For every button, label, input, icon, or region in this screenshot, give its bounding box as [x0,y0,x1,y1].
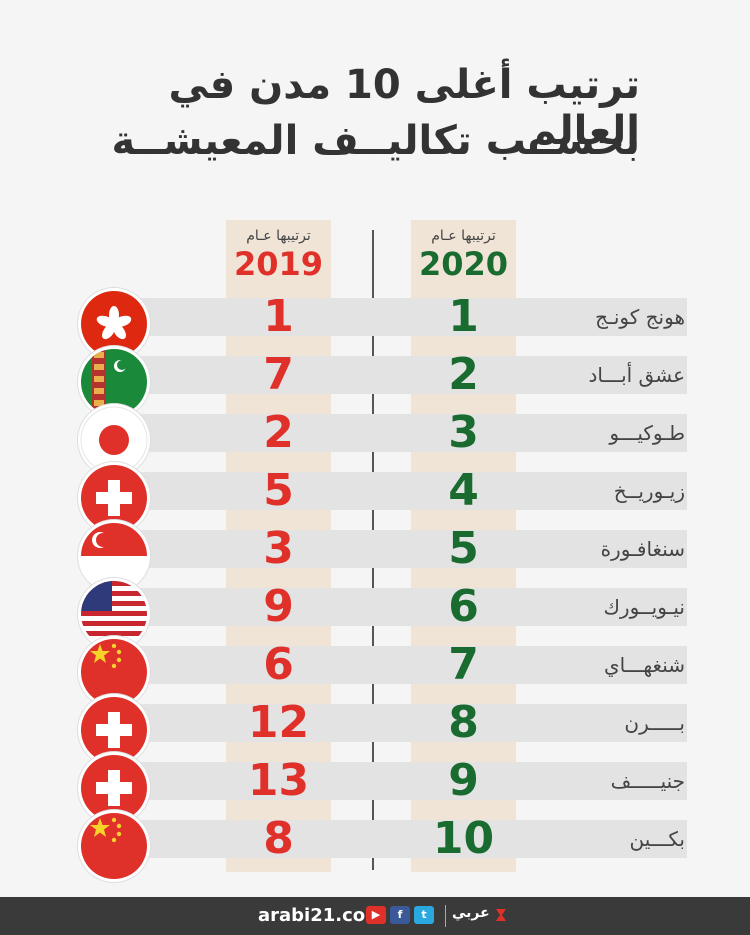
rank-2019: 3 [263,523,294,574]
city-name: زيـوريــخ [613,479,685,503]
rank-2019: 5 [263,465,294,516]
rank-2019: 8 [263,813,294,864]
city-name: هونج كونـج [595,305,685,329]
rank-2019: 13 [247,755,310,806]
rank-2019: 1 [263,291,294,342]
list-item: 1 1 هونج كونـج [0,288,750,360]
list-item: 12 8 بـــــرن [0,694,750,766]
list-item: 8 10 بكـــين [0,810,750,882]
footer-bar: arabi21.com ▶ f t عربي [0,897,750,935]
rank-2020: 1 [448,291,479,342]
rank-2020: 9 [448,755,479,806]
rank-2020: 8 [448,697,479,748]
row-bar [95,704,687,742]
city-name: بـــــرن [624,711,685,735]
switzerland-flag-icon [78,694,150,766]
column-header-label: ترتيبها عـام [246,228,311,244]
list-item: 5 4 زيـوريــخ [0,462,750,534]
page-title-line1: ترتيب أغلى 10 مدن في العالم [168,62,640,154]
row-bar [95,298,687,336]
city-name: بكـــين [629,827,685,851]
row-bar [95,356,687,394]
facebook-icon[interactable]: f [390,906,410,924]
rank-2020: 10 [432,813,495,864]
city-name: عشق أبـــاد [588,363,685,387]
city-name: طـوكيـــو [609,421,685,445]
column-header-label: ترتيبها عـام [431,228,496,244]
column-header-year: 2020 [418,245,509,283]
rank-2019: 2 [263,407,294,458]
city-name: سنغافـورة [600,537,685,561]
list-item: 9 6 نيـويــورك [0,578,750,650]
social-icons: ▶ f t [366,906,434,924]
twitter-icon[interactable]: t [414,906,434,924]
row-bar [95,646,687,684]
row-bar [95,414,687,452]
city-name: شنغهـــاي [604,653,685,677]
brand-name: عربي [452,905,490,921]
brand-logo-icon [496,909,506,921]
list-item: 13 9 جنيـــــف [0,752,750,824]
column-header-year: 2019 [233,245,324,283]
city-name: جنيـــــف [610,769,685,793]
site-link[interactable]: arabi21.com [258,905,384,926]
list-item: 3 5 سنغافـورة [0,520,750,592]
youtube-icon[interactable]: ▶ [366,906,386,924]
rank-2020: 3 [448,407,479,458]
list-item: 2 3 طـوكيـــو [0,404,750,476]
list-item: 7 2 عشق أبـــاد [0,346,750,418]
list-item: 6 7 شنغهـــاي [0,636,750,708]
rank-2020: 4 [448,465,479,516]
rank-2020: 7 [448,639,479,690]
footer-divider [445,905,446,927]
column-header-2019: ترتيبها عـام 2019 [226,228,331,284]
row-bar [95,820,687,858]
column-header-2020: ترتيبها عـام 2020 [411,228,516,284]
rank-2020: 2 [448,349,479,400]
row-bar [95,530,687,568]
rank-2019: 9 [263,581,294,632]
china-flag-icon [78,810,150,882]
switzerland-flag-icon [78,462,150,534]
city-name: نيـويــورك [603,595,685,619]
switzerland-flag-icon [78,752,150,824]
row-bar [95,588,687,626]
rank-2019: 7 [263,349,294,400]
rank-2020: 6 [448,581,479,632]
row-bar [95,762,687,800]
rank-2019: 6 [263,639,294,690]
row-bar [95,472,687,510]
page-title-line2: بحســب تكاليــف المعيشــة [111,118,640,164]
rank-2019: 12 [247,697,310,748]
rank-2020: 5 [448,523,479,574]
